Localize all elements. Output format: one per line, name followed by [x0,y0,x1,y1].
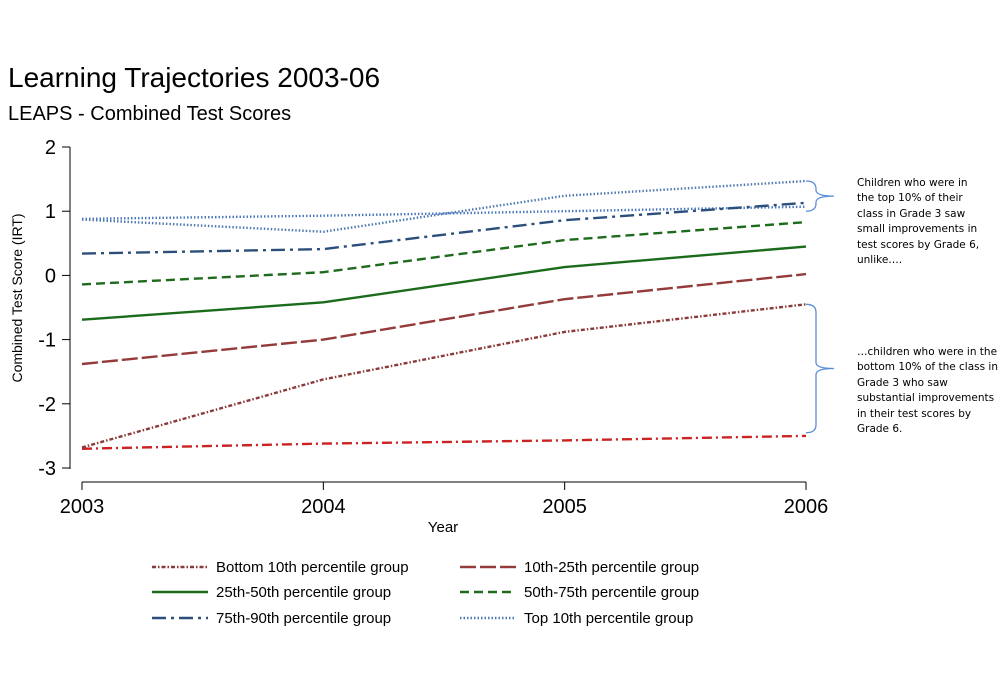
y-tick-label: -1 [38,330,56,352]
legend-label: Bottom 10th percentile group [216,558,409,576]
legend-item: 50th-75th percentile group [458,580,699,604]
x-tick-label: 2006 [784,496,829,518]
y-tick-label: -3 [38,458,56,480]
series-line-75th-90th-percentile-group [81,201,807,255]
annotation-braces [805,180,835,434]
series-line-extra-1 [81,205,807,221]
series-line-bottom-10th-percentile-group [81,303,807,449]
legend-item: 10th-25th percentile group [458,555,699,579]
series-line-50th-75th-percentile-group [81,220,807,286]
series-line-top-10th-percentile-group [81,179,807,233]
legend-swatch [152,590,208,594]
y-tick-label: 2 [45,137,56,159]
series-line-extra-0 [81,434,807,450]
legend-swatch [460,590,516,594]
series-line-10th-25th-percentile-group [81,272,807,366]
x-tick-label: 2003 [60,496,105,518]
y-tick-label: 1 [45,201,56,223]
legend-item: Bottom 10th percentile group [150,555,409,579]
series-layer [81,179,807,450]
y-tick-label: -2 [38,394,56,416]
legend-label: Top 10th percentile group [524,609,694,627]
legend-item: Top 10th percentile group [458,606,693,630]
x-tick-label: 2005 [542,496,587,518]
legend-swatch [460,565,516,569]
y-tick-label: 0 [45,265,56,287]
legend-label: 10th-25th percentile group [524,558,700,576]
brace-top-group [805,180,835,212]
legend-item: 75th-90th percentile group [150,606,391,630]
x-tick-label: 2004 [301,496,346,518]
x-axis-label: Year [428,519,458,536]
page-title: Learning Trajectories 2003-06 [8,62,381,93]
legend-label: 50th-75th percentile group [524,583,700,601]
annotation-top-group: Children who were in the top 10% of thei… [857,177,980,267]
legend-swatch [460,616,516,620]
legend-swatch [152,565,208,569]
annotation-bottom-group: …children who were in the bottom 10% of … [857,346,998,436]
y-axis-label: Combined Test Score (IRT) [9,213,25,382]
legend-swatch [152,616,208,620]
legend-item: 25th-50th percentile group [150,580,391,604]
series-line-25th-50th-percentile-group [81,245,807,321]
page-subtitle: LEAPS - Combined Test Scores [8,103,292,125]
brace-bottom-group [805,303,835,434]
legend-label: 25th-50th percentile group [216,583,392,601]
legend-label: 75th-90th percentile group [216,609,392,627]
